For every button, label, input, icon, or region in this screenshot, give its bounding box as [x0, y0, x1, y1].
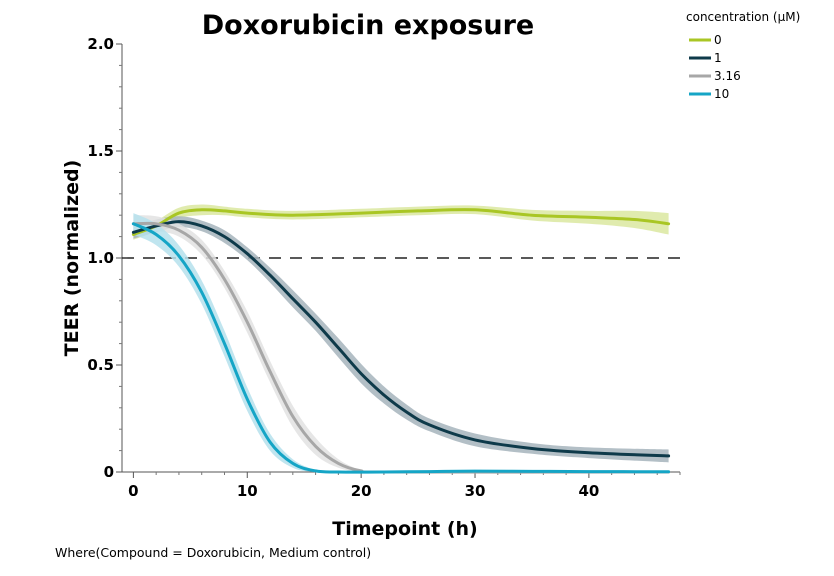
- y-axis-title: TEER (normalized): [61, 160, 83, 357]
- x-tick-label: 40: [578, 482, 599, 500]
- x-tick-label: 20: [351, 482, 372, 500]
- footnote: Where(Compound = Doxorubicin, Medium con…: [55, 545, 372, 560]
- x-tick-label: 10: [237, 482, 258, 500]
- series-line-0: [131, 208, 671, 236]
- y-tick-label: 1.5: [87, 142, 114, 160]
- series-line-3.16: [131, 221, 671, 474]
- y-tick-label: 0.5: [87, 356, 114, 374]
- legend: concentration (µM) 0 1 3.16 10: [686, 10, 800, 101]
- x-tick-label: 30: [465, 482, 486, 500]
- chart-title: Doxorubicin exposure: [202, 10, 534, 41]
- series-line-10: [131, 222, 671, 474]
- y-tick-label: 2.0: [87, 35, 114, 53]
- plot-area: 0 0.5 1.0 1.5 2.0 0 10 20 30 40: [87, 35, 681, 500]
- legend-label-1: 1: [714, 51, 722, 65]
- x-tick-label: 0: [128, 482, 138, 500]
- y-tick-label: 1.0: [87, 249, 114, 267]
- legend-title: concentration (µM): [686, 10, 800, 24]
- series-line-1: [131, 220, 671, 458]
- ci-band-10: [133, 213, 669, 473]
- legend-label-3.16: 3.16: [714, 69, 741, 83]
- x-axis-title: Timepoint (h): [332, 518, 477, 540]
- y-tick-label: 0: [104, 463, 114, 481]
- legend-label-0: 0: [714, 33, 722, 47]
- ci-band-3.16: [133, 215, 669, 473]
- ci-band-1: [133, 216, 669, 463]
- legend-label-10: 10: [714, 87, 729, 101]
